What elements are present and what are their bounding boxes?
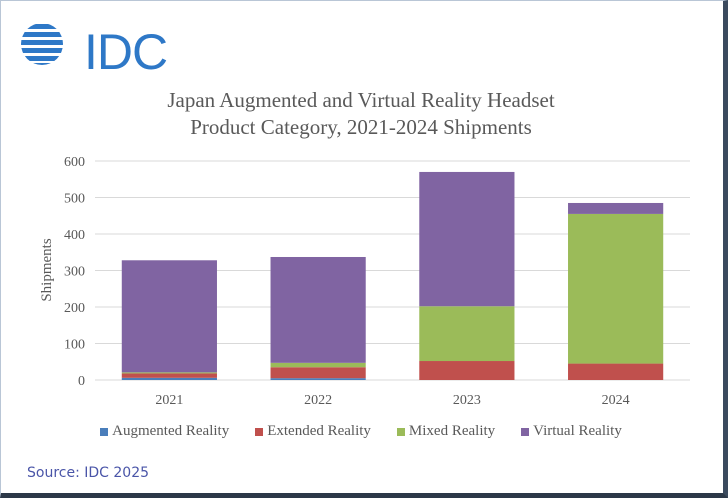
legend-swatch xyxy=(255,427,264,436)
legend-item: Extended Reality xyxy=(255,423,371,440)
y-tick-label: 400 xyxy=(64,228,85,243)
chart-plot: 0 100 200 300 400 500 600 2021 2022 2023 2024 Shi… xyxy=(39,155,690,408)
y-tick-label: 300 xyxy=(64,265,85,280)
bar-segment-extended-reality-2023 xyxy=(419,361,515,380)
x-tick-label: 2021 xyxy=(155,393,183,408)
bars xyxy=(121,171,664,380)
idc-globe-icon xyxy=(21,24,63,65)
x-tick-label: 2024 xyxy=(602,393,630,408)
legend-label: Virtual Reality xyxy=(533,423,622,439)
bar-segment-virtual-reality-2021 xyxy=(121,260,217,373)
legend-item: Mixed Reality xyxy=(396,423,496,440)
bar-segment-mixed-reality-2023 xyxy=(419,306,515,362)
y-tick-label: 600 xyxy=(64,155,85,170)
y-tick-label: 0 xyxy=(78,374,85,389)
legend-swatch xyxy=(396,427,405,436)
y-tick-label: 500 xyxy=(64,192,85,207)
bar-segment-extended-reality-2021 xyxy=(121,373,217,378)
y-axis-label: Shipments xyxy=(39,238,55,302)
chart-title-line-1: Japan Augmented and Virtual Reality Head… xyxy=(167,88,555,112)
bar-segment-virtual-reality-2022 xyxy=(270,256,366,363)
legend: Augmented Reality Extended Reality Mixed R… xyxy=(0,423,722,440)
bar-segment-mixed-reality-2021 xyxy=(121,372,217,374)
y-axis-ticks: 0 100 200 300 400 500 600 xyxy=(64,155,85,389)
bar-segment-mixed-reality-2022 xyxy=(270,362,366,368)
x-tick-label: 2023 xyxy=(453,393,481,408)
bar-segment-virtual-reality-2023 xyxy=(419,171,515,307)
bar-segment-augmented-reality-2021 xyxy=(121,377,217,380)
bar-segment-mixed-reality-2024 xyxy=(568,213,664,364)
y-tick-label: 200 xyxy=(64,301,85,316)
x-axis-ticks: 2021 2022 2023 2024 xyxy=(155,393,629,408)
bar-segment-augmented-reality-2022 xyxy=(270,378,366,380)
legend-label: Extended Reality xyxy=(267,423,371,439)
bar-segment-extended-reality-2022 xyxy=(270,367,366,379)
x-tick-label: 2022 xyxy=(304,393,332,408)
legend-item: Virtual Reality xyxy=(521,423,622,440)
bar-segment-virtual-reality-2024 xyxy=(568,202,664,214)
chart-title-line-2: Product Category, 2021-2024 Shipments xyxy=(190,115,532,139)
legend-swatch xyxy=(100,427,109,436)
legend-swatch xyxy=(521,427,530,436)
legend-item: Augmented Reality xyxy=(100,423,229,440)
source-note: Source: IDC 2025 xyxy=(27,465,150,481)
y-tick-label: 100 xyxy=(64,338,85,353)
legend-label: Augmented Reality xyxy=(112,423,230,439)
legend-label: Mixed Reality xyxy=(408,423,496,439)
idc-logo-text: IDC xyxy=(84,24,168,80)
bar-segment-extended-reality-2024 xyxy=(568,363,664,380)
idc-logo: IDC xyxy=(16,22,176,77)
